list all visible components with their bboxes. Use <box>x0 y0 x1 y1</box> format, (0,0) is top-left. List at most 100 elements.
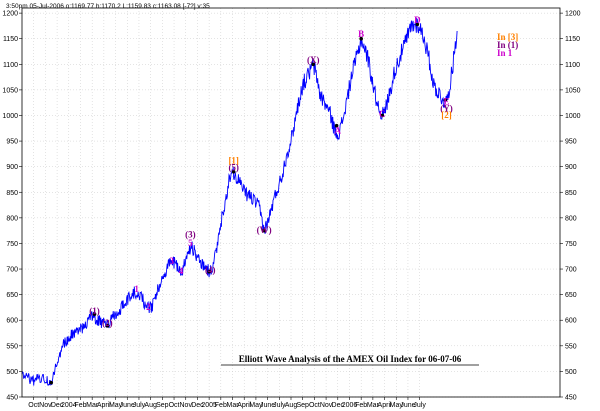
wave-label: E <box>444 97 450 107</box>
y-tick-label-right: 1150 <box>565 36 580 43</box>
wave-label: 3 <box>169 256 174 266</box>
quote-header: 3:50pm 05-Jul-2006 o:1169.77 h:1170.2 L:… <box>6 3 210 10</box>
axes: 450 450 500 500 550 550 600 600 650 650 700 700 750 7… <box>2 7 581 409</box>
wave-label: 4 <box>179 266 184 276</box>
x-tick-label: Aug <box>144 402 157 409</box>
pivot-marker <box>92 312 97 316</box>
y-tick-label-right: 600 <box>565 318 577 325</box>
y-tick-label-right: 750 <box>565 241 577 248</box>
wave-label: (1) <box>89 306 100 316</box>
wave-label: 2 <box>146 302 151 312</box>
x-tick-label: June <box>120 402 135 409</box>
wave-label: (X) <box>307 55 320 65</box>
y-tick-label-left: 1200 <box>2 11 18 18</box>
wave-label: (Y) <box>440 103 453 113</box>
x-tick-label: 2005 <box>201 402 217 409</box>
wave-label: (4) <box>205 265 216 275</box>
y-tick-label-left: 1050 <box>2 87 18 94</box>
x-tick-label: Oct <box>169 402 180 409</box>
chart-title-group: Elliott Wave Analysis of the AMEX Oil In… <box>221 354 479 366</box>
x-tick-label: Oct <box>309 402 320 409</box>
y-tick-label-left: 800 <box>6 215 18 222</box>
x-tick-label: Mar <box>367 402 380 409</box>
y-tick-label-right: 500 <box>565 369 577 376</box>
y-tick-label-left: 950 <box>6 139 18 146</box>
x-tick-label: June <box>260 402 275 409</box>
x-tick-label: July <box>413 402 426 409</box>
x-tick-label: Oct <box>28 402 39 409</box>
pivot-marker <box>262 228 266 233</box>
wave-label: C <box>379 109 386 119</box>
x-tick-label: May <box>249 402 263 409</box>
y-tick-label-left: 700 <box>6 267 18 274</box>
wave-label: (2) <box>102 318 113 328</box>
x-tick-label: Nov <box>180 402 193 409</box>
y-tick-label-right: 550 <box>565 343 577 350</box>
x-tick-label: Sep <box>156 402 169 409</box>
x-tick-label: Nov <box>320 402 333 409</box>
y-tick-label-right: 800 <box>565 215 577 222</box>
x-tick-label: Nov <box>39 402 52 409</box>
y-tick-label-left: 1000 <box>2 113 18 120</box>
chart-title: Elliott Wave Analysis of the AMEX Oil In… <box>239 354 462 364</box>
y-tick-label-right: 700 <box>565 267 577 274</box>
x-tick-label: July <box>133 402 146 409</box>
x-tick-label: April <box>97 402 111 409</box>
y-tick-label-left: 600 <box>6 318 18 325</box>
pivot-marker <box>49 380 54 385</box>
y-tick-label-left: 1100 <box>3 62 18 69</box>
x-tick-label: Dec <box>191 402 204 409</box>
y-tick-label-right: 1100 <box>565 62 580 69</box>
wave-label: 5 <box>188 238 193 248</box>
y-tick-label-left: 650 <box>6 292 18 299</box>
pivot-marker <box>443 98 448 102</box>
wave-label: D <box>414 15 421 25</box>
y-tick-label-left: 450 <box>6 395 18 402</box>
legend: In [3]In (1)In 1 <box>497 32 518 58</box>
x-tick-label: Feb <box>215 402 227 409</box>
x-tick-label: May <box>390 402 404 409</box>
y-tick-label-right: 650 <box>565 292 577 299</box>
x-tick-label: Feb <box>355 402 367 409</box>
y-tick-label-left: 1150 <box>3 36 18 43</box>
pivot-marker <box>359 36 363 41</box>
y-tick-label-right: 850 <box>565 190 577 197</box>
x-tick-label: June <box>400 402 415 409</box>
wave-labels: (1)(2) 12 34 5(3) (4) [1](5) (W) (X) A B C D E(Y)[2] <box>49 15 453 385</box>
pivot-marker <box>105 324 110 328</box>
pivot-marker <box>415 22 420 27</box>
y-tick-label-right: 900 <box>565 164 577 171</box>
pivot-marker <box>334 123 339 128</box>
legend-entry: In 1 <box>497 48 513 58</box>
wave-label: (5) <box>228 162 239 172</box>
wave-label: [2] <box>441 110 452 120</box>
x-tick-label: Aug <box>285 402 298 409</box>
x-tick-label: May <box>109 402 123 409</box>
gridlines <box>22 8 560 398</box>
x-tick-label: Feb <box>74 402 86 409</box>
x-tick-label: Dec <box>51 402 64 409</box>
x-tick-label: 2006 <box>342 402 358 409</box>
y-tick-label-left: 750 <box>6 241 18 248</box>
wave-label: [1] <box>228 156 239 166</box>
x-tick-label: Mar <box>86 402 99 409</box>
pivot-marker <box>311 62 316 67</box>
x-tick-label: April <box>237 402 251 409</box>
y-tick-label-left: 850 <box>6 190 18 197</box>
y-tick-label-right: 1200 <box>565 11 581 18</box>
y-tick-label-right: 1000 <box>565 113 581 120</box>
legend-entry: In (1) <box>497 40 518 50</box>
legend-entry: In [3] <box>497 32 518 42</box>
y-tick-label-left: 500 <box>6 369 18 376</box>
x-tick-label: 2004 <box>61 402 77 409</box>
pivot-marker <box>231 169 236 174</box>
wave-label: B <box>358 29 364 39</box>
y-tick-label-left: 550 <box>6 343 18 350</box>
wave-label: A <box>335 125 342 135</box>
y-tick-label-right: 950 <box>565 139 577 146</box>
x-tick-label: April <box>378 402 392 409</box>
pivot-marker <box>207 269 211 274</box>
pivot-marker <box>380 113 385 118</box>
wave-label: (3) <box>185 229 196 239</box>
y-tick-label-right: 450 <box>565 395 577 402</box>
